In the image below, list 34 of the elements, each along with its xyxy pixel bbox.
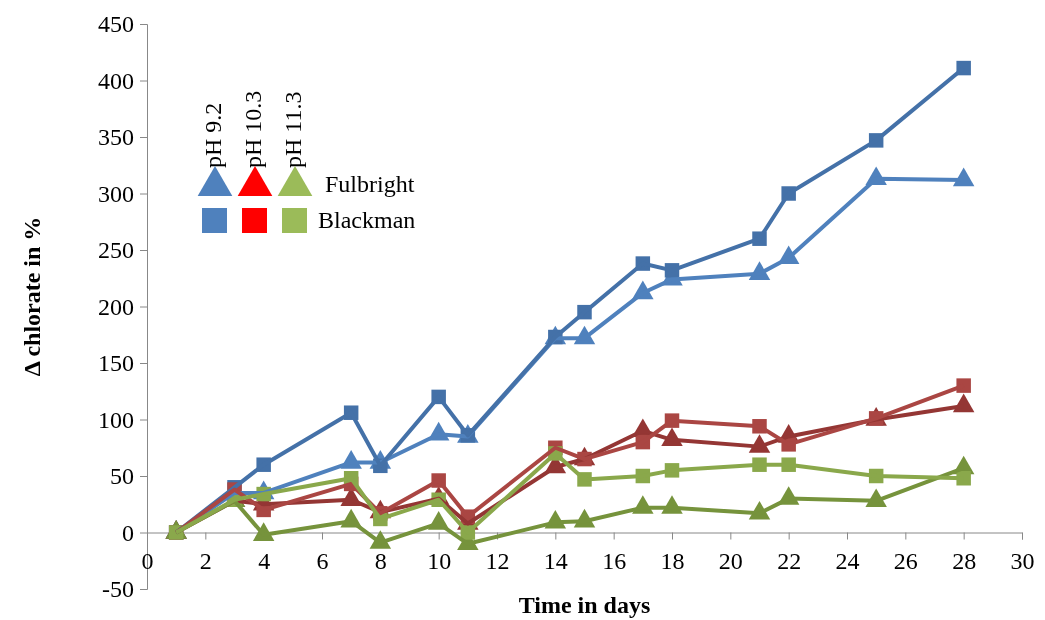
- x-tick-label: 18: [660, 547, 685, 574]
- y-axis-title: Δ chlorate in %: [19, 216, 45, 377]
- y-tick-label: 350: [98, 124, 134, 151]
- y-tick-label: 200: [98, 293, 134, 320]
- x-axis-title: Time in days: [518, 592, 651, 618]
- x-tick-label: 26: [893, 547, 918, 574]
- y-tick-label: 300: [98, 180, 134, 207]
- y-tick-label: 450: [98, 11, 134, 38]
- x-tick-label: 24: [835, 547, 860, 574]
- x-tick-label: 28: [952, 547, 977, 574]
- x-tick-label: 6: [316, 547, 329, 574]
- x-tick-label: 4: [258, 547, 271, 574]
- annotation: Fulbright: [325, 171, 415, 197]
- annotation: Blackman: [318, 207, 416, 233]
- x-tick-label: 10: [427, 547, 452, 574]
- y-tick-label: 150: [98, 350, 134, 377]
- annotation: pH 9.2: [200, 102, 226, 168]
- annotation: pH 10.3: [240, 90, 266, 168]
- y-tick-label: -50: [102, 576, 134, 603]
- y-tick-label: 100: [98, 406, 134, 433]
- x-tick-label: 20: [718, 547, 743, 574]
- x-tick-label: 0: [141, 547, 154, 574]
- x-tick-label: 22: [777, 547, 802, 574]
- annotation: pH 11.3: [280, 91, 306, 168]
- x-tick-label: 8: [374, 547, 387, 574]
- x-tick-label: 12: [485, 547, 510, 574]
- x-tick-label: 16: [602, 547, 627, 574]
- y-tick-label: 50: [110, 463, 134, 490]
- x-tick-label: 30: [1010, 547, 1035, 574]
- y-tick-label: 250: [98, 237, 134, 264]
- x-tick-label: 14: [543, 547, 568, 574]
- y-tick-label: 0: [122, 519, 134, 546]
- x-tick-label: 2: [199, 547, 212, 574]
- y-tick-label: 400: [98, 67, 134, 94]
